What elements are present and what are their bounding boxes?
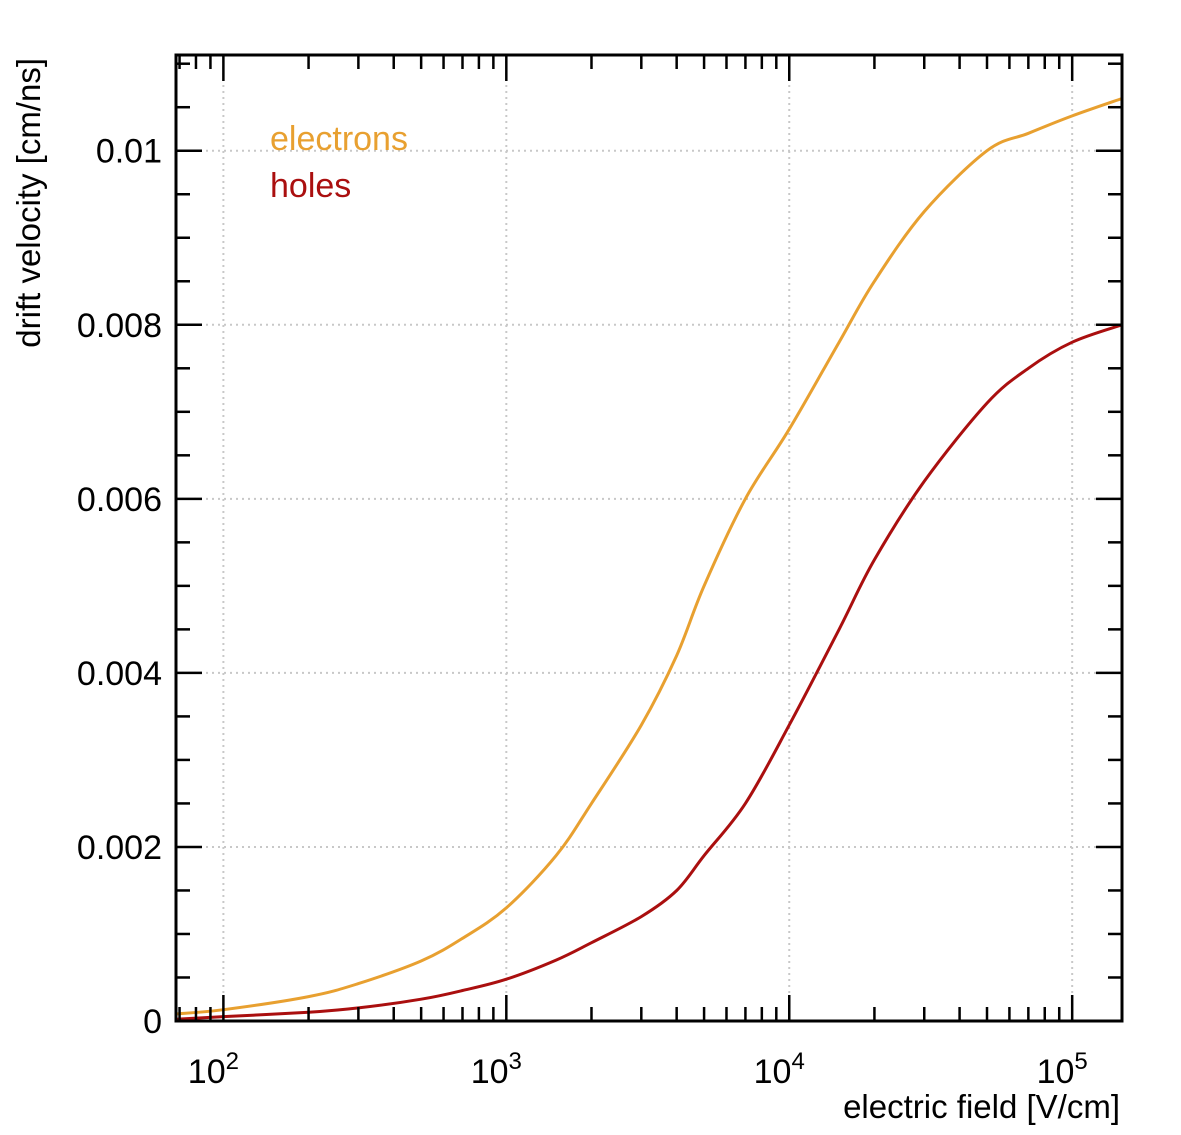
curves <box>175 97 1123 1021</box>
legend-entry-holes: holes <box>270 167 351 205</box>
x-tick-label: 105 <box>1037 1048 1088 1091</box>
series-line-electrons <box>175 97 1123 1016</box>
x-tick-labels: 102 103 104 105 <box>188 1048 1088 1091</box>
series-line-holes <box>175 323 1123 1021</box>
plot-frame <box>174 53 1124 1023</box>
y-tick-label: 0.002 <box>77 829 162 867</box>
y-tick-label: 0.008 <box>77 307 162 345</box>
legend: electrons holes <box>270 120 408 205</box>
x-tick-label: 104 <box>754 1048 805 1091</box>
y-tick-label: 0.01 <box>96 133 162 171</box>
x-axis-title: electric field [V/cm] <box>843 1088 1120 1125</box>
y-tick-labels: 0 0.002 0.004 0.006 0.008 0.01 <box>77 133 162 1041</box>
y-axis-title: drift velocity [cm/ns] <box>10 58 47 348</box>
y-tick-label: 0 <box>143 1003 162 1041</box>
x-tick-label: 103 <box>471 1048 522 1091</box>
grid <box>176 55 1122 1021</box>
y-tick-label: 0.004 <box>77 655 162 693</box>
y-tick-label: 0.006 <box>77 481 162 519</box>
legend-entry-electrons: electrons <box>270 120 408 158</box>
x-tick-label: 102 <box>188 1048 239 1091</box>
